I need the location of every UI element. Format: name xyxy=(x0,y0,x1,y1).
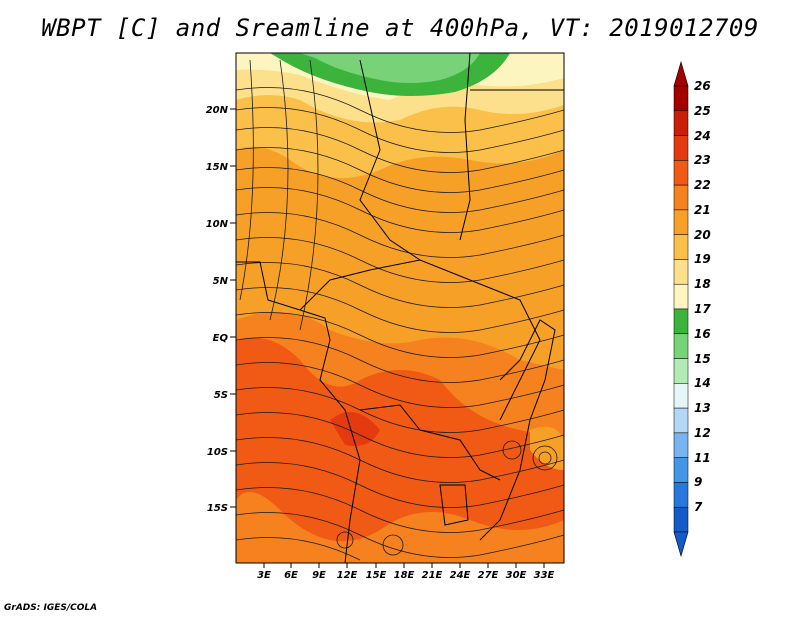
lon-label: 33E xyxy=(534,570,555,581)
colorbar-label: 16 xyxy=(694,326,711,341)
colorbar-label: 12 xyxy=(694,425,711,440)
footer-credit: GrADS: IGES/COLA xyxy=(4,603,98,613)
lat-label: 15N xyxy=(206,162,229,173)
colorbar-segment xyxy=(673,432,689,458)
lat-label: 10N xyxy=(206,219,229,230)
colorbar-label: 25 xyxy=(694,103,711,118)
colorbar-label: 11 xyxy=(694,450,711,465)
colorbar-segment xyxy=(673,85,689,112)
lat-axis: 20N 15N 10N 5N EQ 5S 10S 15S xyxy=(206,105,236,514)
colorbar-segment xyxy=(673,383,689,409)
colorbar-segment xyxy=(673,407,689,434)
lon-label: 24E xyxy=(450,570,471,581)
lon-label: 18E xyxy=(394,570,415,581)
wbpt-band-24 xyxy=(330,412,380,446)
colorbar-segment xyxy=(673,110,689,136)
map-title: WBPT [C] and Sreamline at 400hPa, VT: 20… xyxy=(41,14,759,42)
colorbar-segment xyxy=(673,482,689,508)
colorbar-label: 24 xyxy=(694,128,711,143)
map-plot-area xyxy=(236,53,564,563)
colorbar-segment xyxy=(673,333,689,359)
colorbar-segment xyxy=(673,283,689,310)
colorbar-label: 7 xyxy=(694,500,703,515)
lat-label: 10S xyxy=(207,447,228,458)
colorbar-label: 13 xyxy=(694,401,711,416)
wbpt-band-23 xyxy=(236,337,564,542)
lon-label: 15E xyxy=(366,570,387,581)
lon-label: 6E xyxy=(284,570,298,581)
colorbar-top-arrow xyxy=(673,60,689,87)
lat-label: EQ xyxy=(213,333,229,344)
colorbar xyxy=(673,60,689,558)
colorbar-label: 9 xyxy=(694,475,703,490)
colorbar-segment xyxy=(673,184,689,211)
colorbar-label: 20 xyxy=(694,227,711,242)
colorbar-label: 23 xyxy=(694,153,711,168)
country-borders xyxy=(236,53,564,563)
streamlines xyxy=(236,59,564,561)
lon-axis: 3E 6E 9E 12E 15E 18E 21E 24E 27E 30E 33E xyxy=(257,563,555,581)
colorbar-label: 15 xyxy=(694,351,711,366)
lat-label: 20N xyxy=(206,105,229,116)
lon-label: 3E xyxy=(257,570,271,581)
colorbar-segment xyxy=(673,234,689,260)
colorbar-segment xyxy=(673,135,689,161)
lon-label: 30E xyxy=(506,570,527,581)
colorbar-bottom-arrow xyxy=(673,531,689,558)
colorbar-segment xyxy=(673,457,689,483)
colorbar-label: 22 xyxy=(694,178,711,193)
colorbar-label: 14 xyxy=(694,376,711,391)
colorbar-segment xyxy=(673,506,689,533)
colorbar-label: 19 xyxy=(694,252,711,267)
colorbar-label: 17 xyxy=(694,302,711,316)
colorbar-segment xyxy=(673,209,689,235)
wbpt-band-16 xyxy=(300,53,480,83)
lon-label: 21E xyxy=(422,570,443,581)
colorbar-segment xyxy=(673,308,689,335)
colorbar-segment xyxy=(673,259,689,285)
lat-label: 15S xyxy=(207,503,228,514)
colorbar-label: 26 xyxy=(694,79,711,93)
lat-label: 5N xyxy=(213,276,229,287)
lon-label: 27E xyxy=(478,570,499,581)
lon-label: 9E xyxy=(312,570,326,581)
colorbar-segment xyxy=(673,160,689,186)
colorbar-segment xyxy=(673,358,689,384)
lon-label: 12E xyxy=(337,570,358,581)
colorbar-label: 21 xyxy=(694,202,711,217)
colorbar-label: 18 xyxy=(694,277,711,292)
map-frame xyxy=(235,52,565,564)
lat-label: 5S xyxy=(214,390,228,401)
